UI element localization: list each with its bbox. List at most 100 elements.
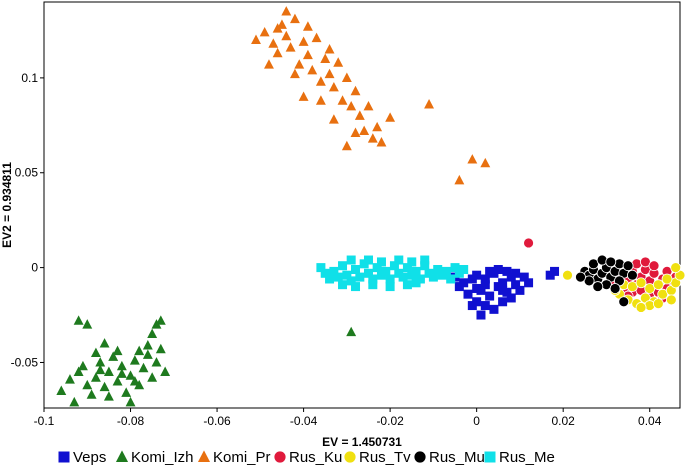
data-point [489, 304, 499, 314]
data-point [311, 32, 322, 43]
data-point [324, 44, 335, 54]
legend-label: Rus_Mu [429, 449, 485, 466]
data-point [398, 272, 408, 282]
data-point [428, 272, 438, 282]
data-point [315, 76, 326, 86]
data-point [134, 345, 145, 356]
legend-label: Komi_Izh [131, 449, 194, 466]
data-point [341, 140, 352, 151]
data-point [155, 315, 166, 325]
data-point [652, 298, 664, 310]
data-point [385, 112, 396, 122]
data-point [480, 157, 491, 168]
data-point [329, 266, 339, 276]
x-tick-label: -0.08 [117, 414, 145, 428]
data-point [346, 255, 356, 265]
data-point [320, 53, 331, 63]
data-point [480, 280, 490, 290]
series-komi-izh [56, 315, 357, 407]
data-point [125, 370, 136, 380]
data-point [618, 296, 630, 308]
data-point [129, 376, 140, 386]
data-point [307, 64, 318, 75]
legend-marker [273, 450, 287, 464]
data-point [411, 278, 421, 288]
data-point [605, 256, 617, 268]
data-point [609, 283, 621, 294]
data-point [125, 396, 136, 407]
data-point [73, 366, 84, 377]
data-point [511, 280, 521, 290]
data-point [463, 289, 473, 299]
data-point [77, 360, 88, 371]
data-point [272, 23, 283, 33]
plot-area [43, 1, 681, 409]
data-point [381, 266, 391, 276]
legend: Veps Komi_Izh Komi_Pr Rus_Ku Rus_Tv Rus_Mu Rus… [58, 449, 555, 466]
data-point [485, 266, 495, 276]
data-point [116, 368, 127, 378]
data-point [277, 19, 287, 29]
data-point [476, 310, 486, 320]
data-point [661, 273, 673, 285]
data-point [372, 121, 383, 132]
data-point [467, 301, 477, 311]
data-point [376, 257, 386, 267]
data-point [333, 272, 343, 282]
data-point [424, 99, 435, 109]
data-point [338, 280, 348, 290]
legend-marker [58, 451, 70, 463]
data-point [498, 285, 508, 295]
data-point [272, 47, 283, 58]
data-point [108, 351, 119, 361]
data-point [302, 21, 313, 31]
data-point [69, 396, 80, 407]
data-point [281, 30, 292, 41]
data-point [433, 265, 443, 275]
x-tick-label: 0 [473, 414, 480, 428]
data-point [376, 136, 387, 147]
data-point [328, 81, 339, 92]
data-point [420, 261, 430, 271]
data-point [73, 315, 84, 325]
data-point [95, 357, 106, 367]
data-point [359, 125, 370, 136]
data-point [251, 34, 261, 44]
data-point [337, 95, 348, 105]
data-point [285, 42, 296, 52]
series-rus-mu [575, 254, 638, 308]
data-point [648, 260, 660, 272]
data-point [480, 274, 490, 284]
data-point [627, 269, 638, 281]
y-axis-title: EV2 = 0.934811 [0, 162, 14, 248]
x-tick-label: -0.04 [290, 414, 318, 428]
data-point [350, 85, 361, 96]
data-point [498, 297, 508, 307]
data-point [294, 59, 305, 69]
data-point [350, 127, 361, 137]
data-point [467, 154, 478, 164]
data-point [420, 255, 430, 265]
data-point [523, 237, 534, 249]
data-point [99, 338, 110, 348]
data-point [264, 59, 274, 69]
data-point [446, 274, 456, 284]
data-point [142, 339, 153, 350]
data-point [103, 391, 114, 401]
legend-label: Rus_Tv [359, 449, 411, 466]
x-axis-ticks: -0.1 -0.08 -0.06 -0.04 -0.02 0 0.02 0.04 [34, 408, 662, 428]
data-point [90, 347, 101, 358]
data-point [298, 91, 309, 101]
y-tick-label: 0 [31, 261, 38, 275]
data-point [155, 343, 166, 354]
legend-marker [197, 450, 211, 462]
legend-label: Rus_Me [499, 449, 555, 466]
data-point [368, 274, 378, 284]
data-point [502, 266, 512, 276]
data-point [450, 263, 460, 273]
data-point [302, 49, 313, 60]
data-point [389, 261, 399, 271]
x-tick-label: -0.02 [376, 414, 404, 428]
